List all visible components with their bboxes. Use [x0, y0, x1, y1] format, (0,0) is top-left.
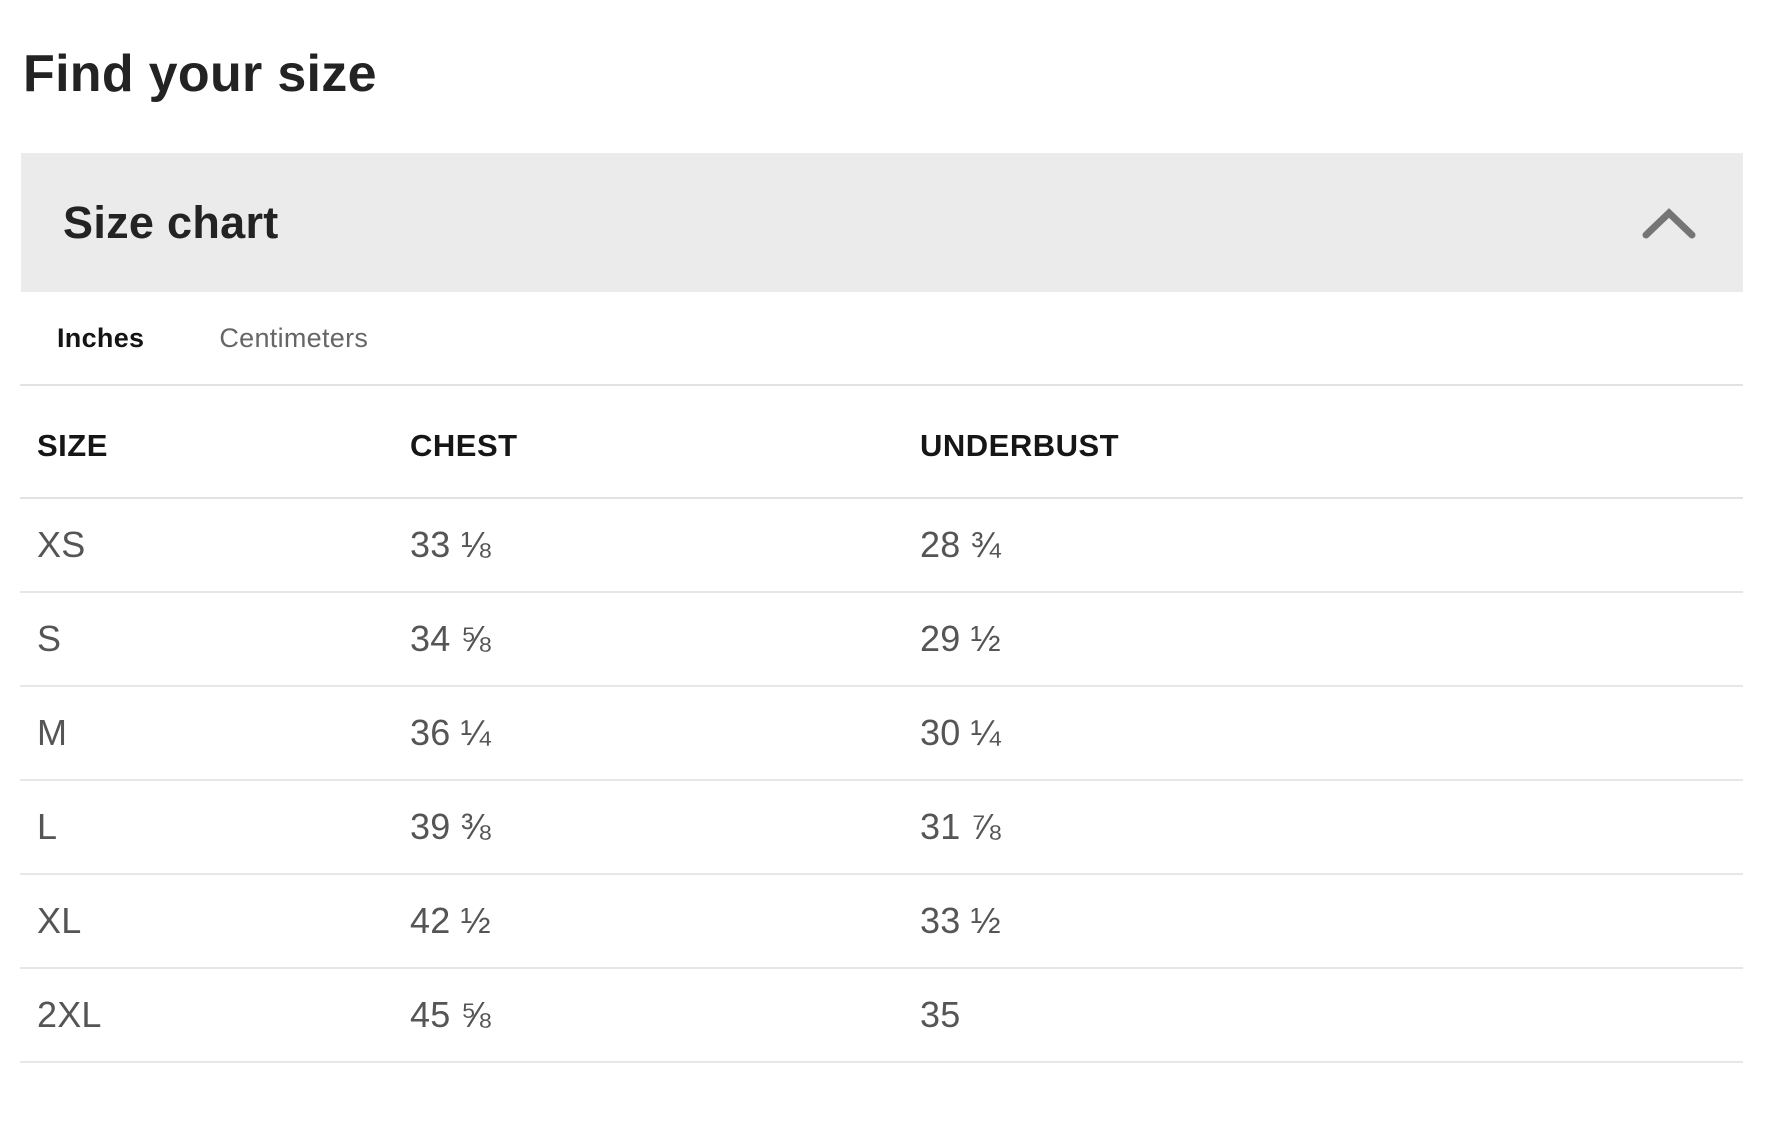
chest-cell: 36 ¼ [410, 712, 491, 753]
table-row: L 39 ⅜ 31 ⅞ [20, 781, 1743, 875]
size-cell: XL [37, 900, 82, 941]
chest-cell: 33 ⅛ [410, 524, 491, 565]
underbust-cell: 35 [920, 994, 961, 1035]
underbust-cell: 30 ¼ [920, 712, 1001, 753]
unit-tabs: Inches Centimeters [20, 292, 1743, 386]
chest-cell: 45 ⅝ [410, 994, 491, 1035]
table-row: XS 33 ⅛ 28 ¾ [20, 499, 1743, 593]
column-header-chest: CHEST [410, 427, 518, 463]
tab-centimeters[interactable]: Centimeters [219, 322, 369, 353]
underbust-cell: 31 ⅞ [920, 806, 1001, 847]
underbust-cell: 33 ½ [920, 900, 1001, 941]
size-cell: L [37, 806, 58, 847]
page-title: Find your size [23, 45, 377, 103]
size-cell: 2XL [37, 994, 102, 1035]
column-header-size: SIZE [37, 427, 108, 463]
underbust-cell: 29 ½ [920, 618, 1001, 659]
table-row: M 36 ¼ 30 ¼ [20, 687, 1743, 781]
size-chart-title: Size chart [63, 196, 279, 248]
chest-cell: 34 ⅝ [410, 618, 491, 659]
size-guide-page: Find your size Size chart Inches Centime… [20, 45, 1743, 1063]
chest-cell: 39 ⅜ [410, 806, 491, 847]
size-cell: S [37, 618, 62, 659]
column-header-underbust: UNDERBUST [920, 427, 1120, 463]
size-chart-accordion-header[interactable]: Size chart [21, 153, 1743, 292]
table-row: 2XL 45 ⅝ 35 [20, 969, 1743, 1063]
size-table: SIZE CHEST UNDERBUST XS 33 ⅛ 28 ¾ S 34 ⅝… [20, 386, 1743, 1063]
underbust-cell: 28 ¾ [920, 524, 1001, 565]
table-header-row: SIZE CHEST UNDERBUST [20, 386, 1743, 499]
tab-inches[interactable]: Inches [57, 322, 145, 353]
chevron-up-icon[interactable] [1640, 206, 1698, 240]
size-cell: M [37, 712, 68, 753]
table-row: S 34 ⅝ 29 ½ [20, 593, 1743, 687]
table-row: XL 42 ½ 33 ½ [20, 875, 1743, 969]
size-cell: XS [37, 524, 86, 565]
chest-cell: 42 ½ [410, 900, 491, 941]
